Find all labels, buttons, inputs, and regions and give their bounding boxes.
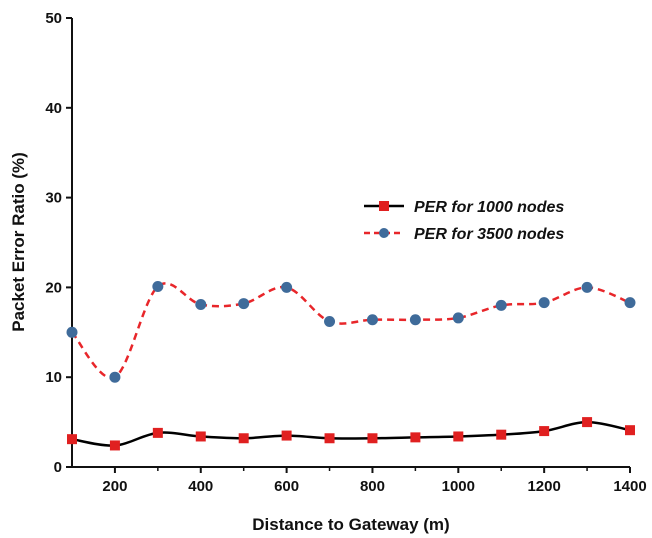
y-tick-label: 50 [45, 10, 62, 27]
legend-item-3500-nodes: PER for 3500 nodes [364, 226, 564, 243]
y-tick-label: 10 [45, 369, 62, 386]
data-point-1000-nodes [195, 431, 206, 442]
data-point-1000-nodes [324, 433, 335, 444]
data-point-1000-nodes [410, 432, 421, 443]
x-ticks: 200 400 600 800 1000 1200 1400 [102, 467, 647, 495]
y-tick-label: 30 [45, 190, 62, 207]
x-tick-label: 1400 [613, 478, 646, 495]
x-axis-title: Distance to Gateway (m) [252, 515, 449, 534]
data-point-3500-nodes [324, 316, 336, 328]
data-point-3500-nodes [452, 312, 464, 324]
data-point-3500-nodes [238, 298, 250, 310]
data-point-3500-nodes [195, 298, 207, 310]
series-layer [66, 281, 636, 451]
data-point-1000-nodes [67, 434, 77, 445]
data-point-1000-nodes [152, 427, 163, 438]
legend-item-1000-nodes: PER for 1000 nodes [364, 199, 564, 216]
legend-marker-3500-nodes [379, 228, 389, 238]
data-point-1000-nodes [281, 430, 292, 441]
data-point-1000-nodes [539, 426, 550, 437]
plot-area: 0 10 20 30 40 50 200 400 600 800 1000 1200 1400 [45, 10, 646, 495]
series-line-3500-nodes [71, 282, 631, 380]
y-tick-label: 40 [45, 100, 62, 117]
legend-label-1000-nodes: PER for 1000 nodes [414, 199, 564, 216]
data-point-1000-nodes [238, 433, 249, 444]
legend: PER for 1000 nodes PER for 3500 nodes [364, 199, 564, 243]
data-point-1000-nodes [109, 440, 120, 451]
data-point-3500-nodes [581, 281, 593, 293]
y-axis-title: Packet Error Ratio (%) [9, 152, 28, 332]
data-point-3500-nodes [624, 297, 636, 309]
x-tick-label: 800 [360, 478, 385, 495]
data-point-3500-nodes [66, 326, 78, 338]
data-point-3500-nodes [409, 314, 421, 326]
data-point-1000-nodes [367, 433, 378, 444]
data-point-3500-nodes [281, 281, 293, 293]
series-1000-nodes [67, 417, 635, 451]
y-ticks: 0 10 20 30 40 50 [45, 10, 72, 476]
data-point-3500-nodes [366, 314, 378, 326]
x-tick-label: 1200 [527, 478, 560, 495]
data-point-1000-nodes [496, 429, 507, 440]
legend-label-3500-nodes: PER for 3500 nodes [414, 226, 564, 243]
legend-marker-1000-nodes [379, 201, 389, 211]
y-tick-label: 0 [54, 459, 62, 476]
data-point-3500-nodes [495, 299, 507, 311]
x-tick-label: 600 [274, 478, 299, 495]
data-point-1000-nodes [453, 431, 464, 442]
x-tick-label: 1000 [442, 478, 475, 495]
data-point-1000-nodes [582, 417, 593, 428]
x-tick-label: 200 [102, 478, 127, 495]
series-3500-nodes [66, 281, 636, 383]
x-tick-label: 400 [188, 478, 213, 495]
data-point-3500-nodes [538, 297, 550, 309]
y-tick-label: 20 [45, 279, 62, 296]
data-point-1000-nodes [625, 425, 635, 436]
data-point-3500-nodes [152, 281, 164, 293]
data-point-3500-nodes [109, 371, 121, 383]
